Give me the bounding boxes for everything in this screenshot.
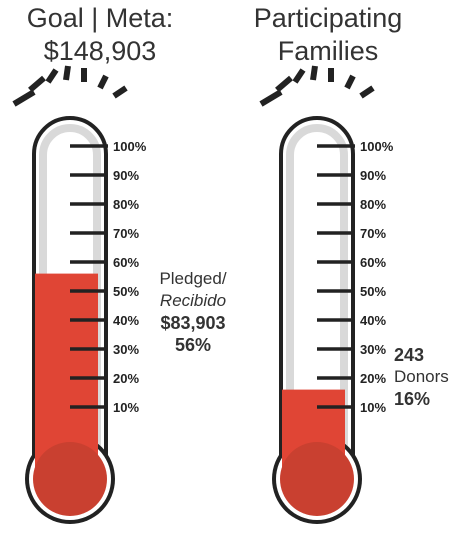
goal-ray bbox=[12, 89, 36, 107]
families-tick-label: 70% bbox=[360, 226, 386, 241]
families-bulb-fill bbox=[280, 442, 354, 516]
goal-tick-label: 100% bbox=[113, 139, 147, 154]
goal-tick-label: 30% bbox=[113, 342, 139, 357]
donors-count: 243 bbox=[394, 345, 425, 365]
goal-tick-label: 20% bbox=[113, 371, 139, 386]
families-heading: Participating Families bbox=[228, 2, 428, 68]
goal-tick-label: 90% bbox=[113, 168, 139, 183]
pledged-annotation: Pledged/ Recibido $83,903 56% bbox=[146, 268, 240, 356]
families-heading-line2: Families bbox=[277, 36, 379, 66]
goal-heading-line2: $148,903 bbox=[43, 36, 157, 66]
donors-label: Donors bbox=[394, 367, 449, 386]
goal-heading: Goal | Meta: $148,903 bbox=[0, 2, 200, 68]
families-ray bbox=[310, 65, 318, 81]
pledged-amount: $83,903 bbox=[160, 313, 226, 333]
goal-heading-line1: Goal | Meta: bbox=[26, 3, 174, 33]
goal-ray bbox=[63, 65, 71, 81]
goal-tick-label: 40% bbox=[113, 313, 139, 328]
families-ray bbox=[275, 75, 293, 93]
pledged-percent: 56% bbox=[174, 335, 212, 355]
goal-tick-label: 10% bbox=[113, 400, 139, 415]
goal-tick-label: 50% bbox=[113, 284, 139, 299]
families-ray bbox=[259, 89, 283, 107]
goal-ray bbox=[112, 85, 128, 99]
families-tick-label: 30% bbox=[360, 342, 386, 357]
families-tick-label: 20% bbox=[360, 371, 386, 386]
donors-percent: 16% bbox=[394, 389, 431, 409]
families-tick-label: 60% bbox=[360, 255, 386, 270]
families-thermometer: 100% 90% 80% 70% 60% 50% 40% 30% 20% 10% bbox=[259, 65, 394, 524]
donors-annotation: 243 Donors 16% bbox=[394, 344, 466, 410]
goal-ray bbox=[28, 75, 46, 93]
pledged-label: Pledged/ bbox=[159, 269, 227, 288]
families-tick-label: 40% bbox=[360, 313, 386, 328]
recibido-label: Recibido bbox=[159, 291, 227, 310]
families-heading-line1: Participating bbox=[253, 3, 403, 33]
families-ray bbox=[344, 74, 356, 90]
families-tick-label: 90% bbox=[360, 168, 386, 183]
families-tick-label: 100% bbox=[360, 139, 394, 154]
families-ray bbox=[292, 68, 306, 84]
goal-ray bbox=[97, 74, 109, 90]
goal-thermometer: 100% 90% 80% 70% 60% 50% 40% 30% 20% 10% bbox=[12, 65, 147, 524]
families-tick-label: 10% bbox=[360, 400, 386, 415]
families-tick-label: 80% bbox=[360, 197, 386, 212]
goal-tick-label: 80% bbox=[113, 197, 139, 212]
goal-tick-label: 60% bbox=[113, 255, 139, 270]
goal-bulb-fill bbox=[33, 442, 107, 516]
families-ray bbox=[359, 85, 375, 99]
families-tick-label: 50% bbox=[360, 284, 386, 299]
goal-tick-label: 70% bbox=[113, 226, 139, 241]
goal-ray bbox=[45, 68, 59, 84]
